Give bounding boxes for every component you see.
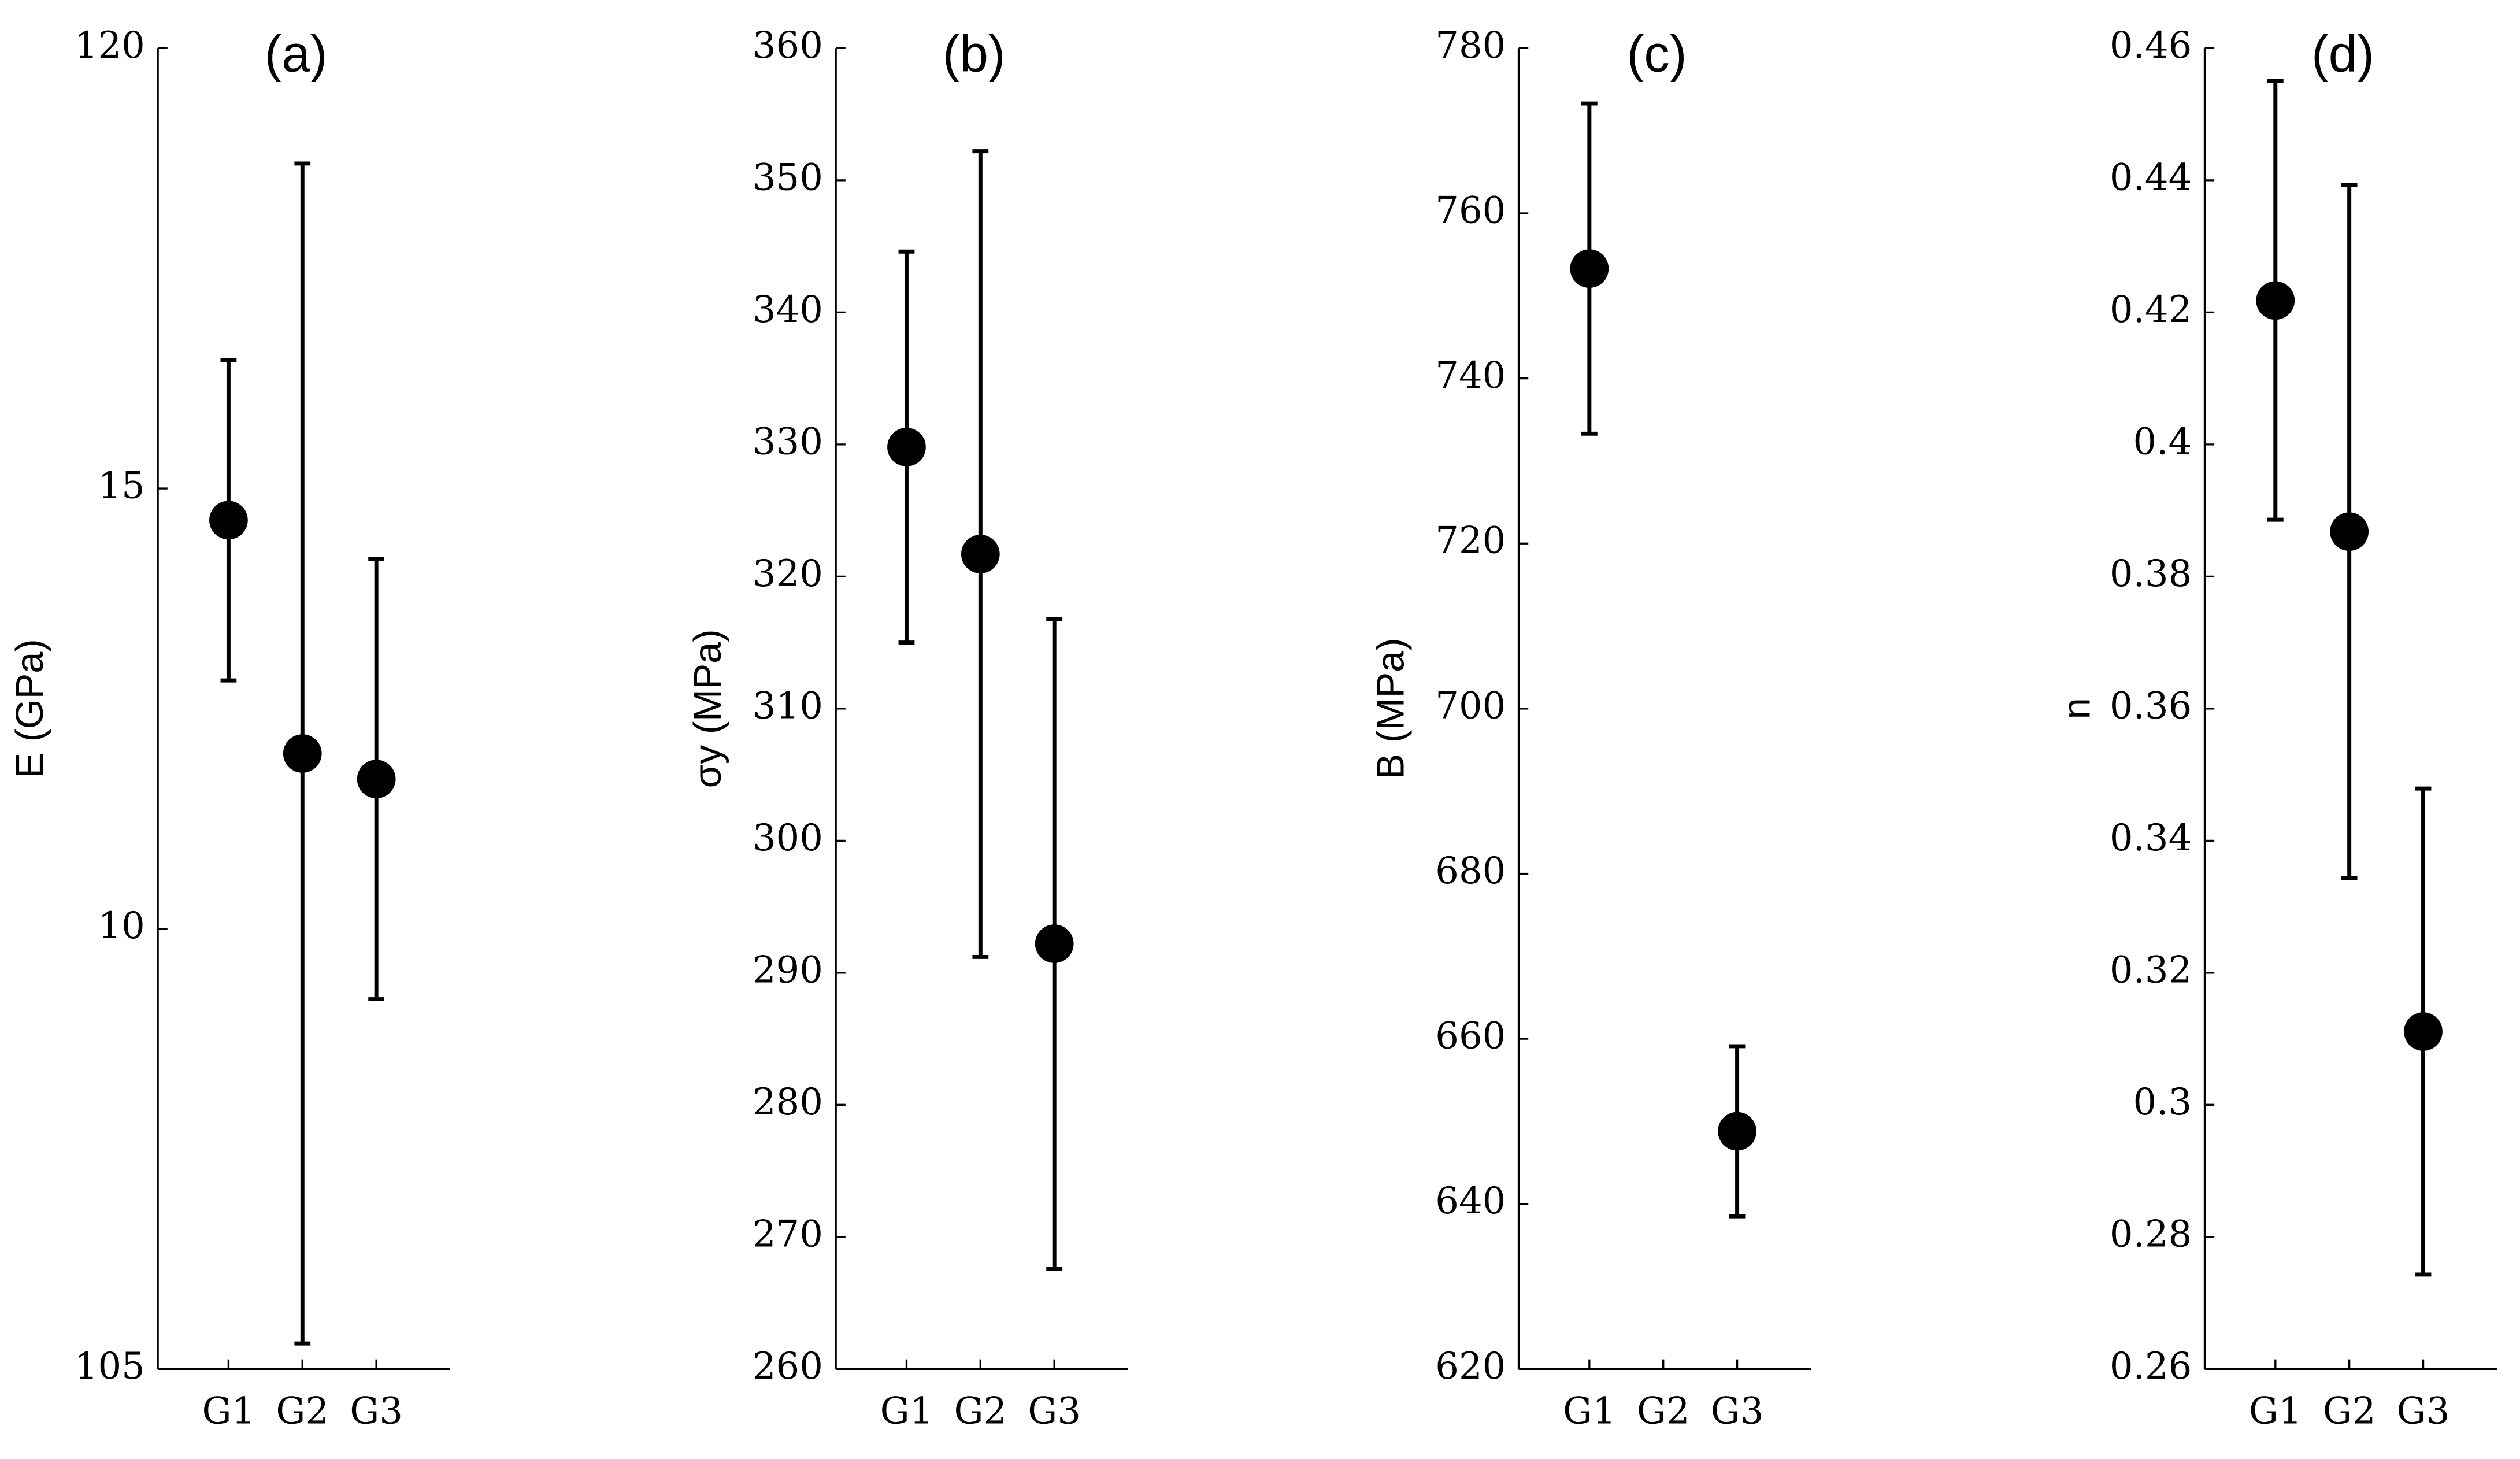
y-tick-label: 0.36 bbox=[2110, 684, 2192, 727]
point bbox=[887, 428, 926, 466]
point bbox=[2330, 512, 2369, 551]
x-tick-label: G2 bbox=[954, 1390, 1007, 1433]
point bbox=[2404, 1012, 2443, 1051]
y-tick-label: 700 bbox=[1435, 684, 1506, 727]
x-tick-label: G3 bbox=[1028, 1390, 1081, 1433]
y-tick-label: 0.38 bbox=[2110, 553, 2192, 595]
x-tick-label: G3 bbox=[1711, 1390, 1764, 1433]
y-tick-label: 0.34 bbox=[2110, 817, 2192, 860]
x-tick-label: G1 bbox=[202, 1390, 255, 1433]
point bbox=[1570, 249, 1609, 288]
y-tick-label: 0.28 bbox=[2110, 1213, 2192, 1256]
y-tick-label: 680 bbox=[1435, 850, 1506, 893]
y-tick-label: 15 bbox=[98, 465, 145, 508]
point bbox=[1718, 1112, 1756, 1151]
point bbox=[961, 535, 1000, 573]
panel-title: (c) bbox=[1627, 25, 1687, 83]
y-tick-label: 620 bbox=[1435, 1345, 1506, 1388]
y-tick-label: 340 bbox=[753, 288, 823, 331]
y-tick-label: 0.26 bbox=[2110, 1345, 2192, 1388]
y-tick-label: 320 bbox=[753, 553, 823, 595]
point bbox=[2256, 281, 2295, 320]
y-tick-label: 0.42 bbox=[2110, 288, 2192, 331]
y-tick-label: 0.46 bbox=[2110, 24, 2192, 67]
y-tick-label: 740 bbox=[1435, 354, 1506, 397]
y-tick-label: 330 bbox=[753, 420, 823, 463]
x-tick-label: G1 bbox=[2249, 1390, 2302, 1433]
y-tick-label: 300 bbox=[753, 817, 823, 860]
x-tick-label: G1 bbox=[880, 1390, 933, 1433]
y-tick-label: 760 bbox=[1435, 190, 1506, 232]
y-tick-label: 280 bbox=[753, 1081, 823, 1124]
point bbox=[357, 760, 396, 799]
point bbox=[283, 734, 322, 773]
y-tick-label: 640 bbox=[1435, 1180, 1506, 1223]
point bbox=[1035, 924, 1074, 963]
y-tick-label: 0.3 bbox=[2133, 1081, 2192, 1124]
y-axis-label: n bbox=[2055, 698, 2098, 719]
point bbox=[209, 501, 248, 540]
x-tick-label: G2 bbox=[276, 1390, 329, 1433]
y-tick-label: 310 bbox=[753, 684, 823, 727]
x-tick-label: G1 bbox=[1563, 1390, 1616, 1433]
panel-title: (b) bbox=[943, 25, 1006, 83]
y-tick-label: 270 bbox=[753, 1213, 823, 1256]
x-tick-label: G2 bbox=[1637, 1390, 1690, 1433]
y-tick-label: 290 bbox=[753, 949, 823, 991]
y-tick-label: 660 bbox=[1435, 1015, 1506, 1058]
x-tick-label: G2 bbox=[2323, 1390, 2376, 1433]
y-tick-label: 720 bbox=[1435, 520, 1506, 562]
y-tick-label: 105 bbox=[75, 1345, 145, 1388]
y-tick-label: 780 bbox=[1435, 24, 1506, 67]
y-axis-label: B (MPa) bbox=[1369, 638, 1412, 780]
y-tick-label: 10 bbox=[98, 905, 145, 947]
x-tick-label: G3 bbox=[2397, 1390, 2450, 1433]
y-tick-label: 350 bbox=[753, 156, 823, 199]
panel-title: (a) bbox=[265, 25, 328, 83]
y-axis-label: E (GPa) bbox=[9, 639, 51, 778]
y-tick-label: 260 bbox=[753, 1345, 823, 1388]
y-tick-label: 0.32 bbox=[2110, 949, 2192, 991]
y-tick-label: 360 bbox=[753, 24, 823, 67]
y-axis-label: σy (MPa) bbox=[687, 629, 729, 788]
y-tick-label: 0.4 bbox=[2133, 420, 2192, 463]
x-tick-label: G3 bbox=[350, 1390, 403, 1433]
y-tick-label: 0.44 bbox=[2110, 156, 2192, 199]
y-tick-label: 120 bbox=[75, 24, 145, 67]
panel-title: (d) bbox=[2311, 25, 2374, 83]
